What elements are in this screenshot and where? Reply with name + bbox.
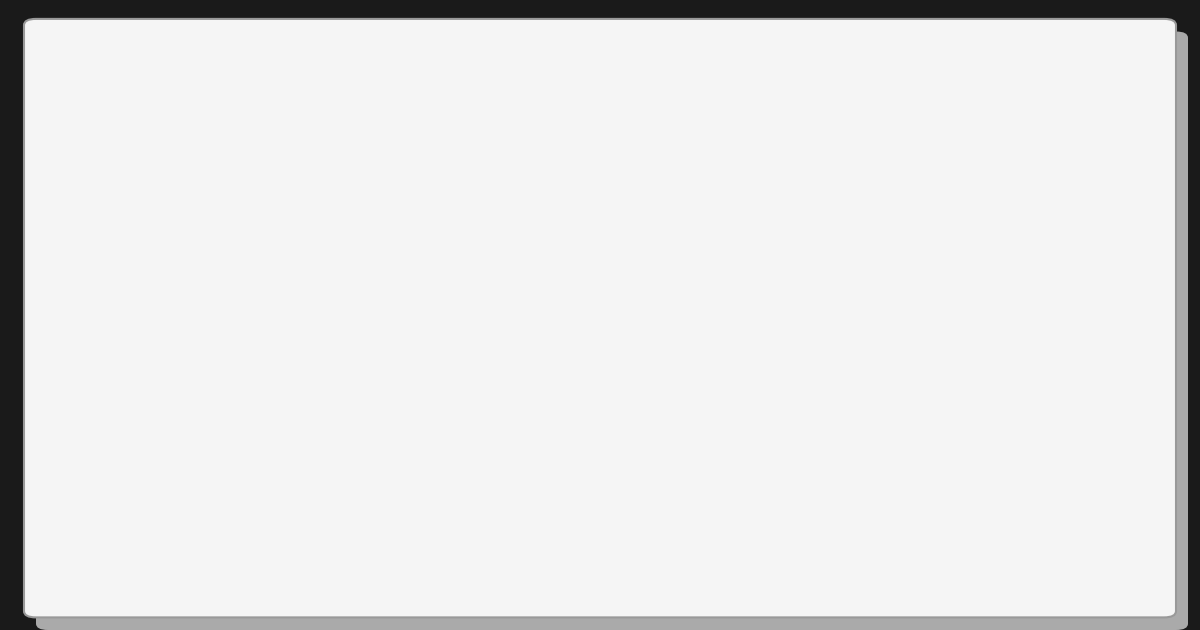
Polygon shape — [70, 26, 1165, 604]
Text: unsigned long tiempo_transcurrido = 0;: unsigned long tiempo_transcurrido = 0; — [97, 94, 667, 118]
Text: breadboard-alpha.ino: breadboard-alpha.ino — [48, 30, 516, 70]
Circle shape — [512, 166, 528, 182]
Bar — [506, 376, 515, 386]
Circle shape — [724, 232, 744, 252]
Bar — [443, 220, 448, 231]
Text: #define DHTTYPE DH: #define DHTTYPE DH — [97, 298, 367, 322]
Bar — [316, 227, 346, 261]
Bar — [365, 223, 559, 378]
Bar — [617, 507, 624, 514]
Bar — [529, 376, 538, 386]
Bar — [588, 456, 631, 524]
Bar — [518, 376, 526, 386]
Bar — [510, 220, 516, 231]
Bar — [92, 23, 472, 77]
Bar — [593, 471, 601, 479]
Bar — [605, 495, 612, 503]
Bar — [593, 495, 601, 503]
Bar — [390, 236, 392, 248]
Bar — [593, 507, 601, 514]
Circle shape — [320, 232, 341, 252]
Bar — [802, 286, 875, 340]
Circle shape — [408, 290, 448, 329]
Text: unsigned long tiempo = 0;: unsigned long tiempo = 0; — [97, 135, 473, 159]
Text: WOKWi: WOKWi — [947, 524, 1162, 573]
Bar — [469, 220, 475, 231]
Bar — [395, 236, 397, 248]
Text: DHT22: DHT22 — [595, 519, 624, 528]
Bar — [726, 295, 742, 299]
Bar — [380, 178, 383, 190]
Bar — [605, 471, 612, 479]
Bar — [605, 507, 612, 514]
Bar — [366, 178, 388, 190]
Bar — [484, 220, 488, 231]
Bar — [371, 178, 373, 190]
Bar — [617, 495, 624, 503]
Text: int pos=0;: int pos=0; — [97, 461, 247, 485]
Bar — [617, 483, 624, 491]
Bar — [456, 220, 462, 231]
Bar — [452, 261, 505, 290]
Circle shape — [847, 295, 882, 331]
Bar — [726, 293, 742, 314]
Bar — [617, 471, 624, 479]
Bar — [484, 376, 491, 386]
Bar — [376, 178, 378, 190]
Bar — [593, 483, 601, 491]
Text: DHT dht(DHTPIN, DHTTYPE);: DHT dht(DHTPIN, DHTTYPE); — [97, 339, 473, 363]
Text: #include <Servo.h>: #include <Servo.h> — [97, 421, 367, 445]
Circle shape — [629, 159, 644, 174]
Bar — [497, 220, 503, 231]
Bar — [605, 483, 612, 491]
Bar — [524, 220, 529, 231]
Text: UNO: UNO — [444, 303, 479, 317]
Text: #define DHTPIN 2: #define DHTPIN 2 — [97, 257, 337, 282]
Circle shape — [857, 306, 872, 321]
Bar — [726, 301, 742, 304]
Bar — [472, 376, 479, 386]
Bar — [494, 376, 503, 386]
Text: ARDUINO: ARDUINO — [445, 322, 478, 328]
Text: OO: OO — [419, 305, 437, 315]
Bar — [400, 236, 402, 248]
Bar — [726, 307, 742, 310]
Bar — [386, 236, 407, 248]
Text: #include <DHT.h>: #include <DHT.h> — [97, 217, 337, 241]
Bar — [719, 227, 749, 261]
Bar — [538, 220, 544, 231]
